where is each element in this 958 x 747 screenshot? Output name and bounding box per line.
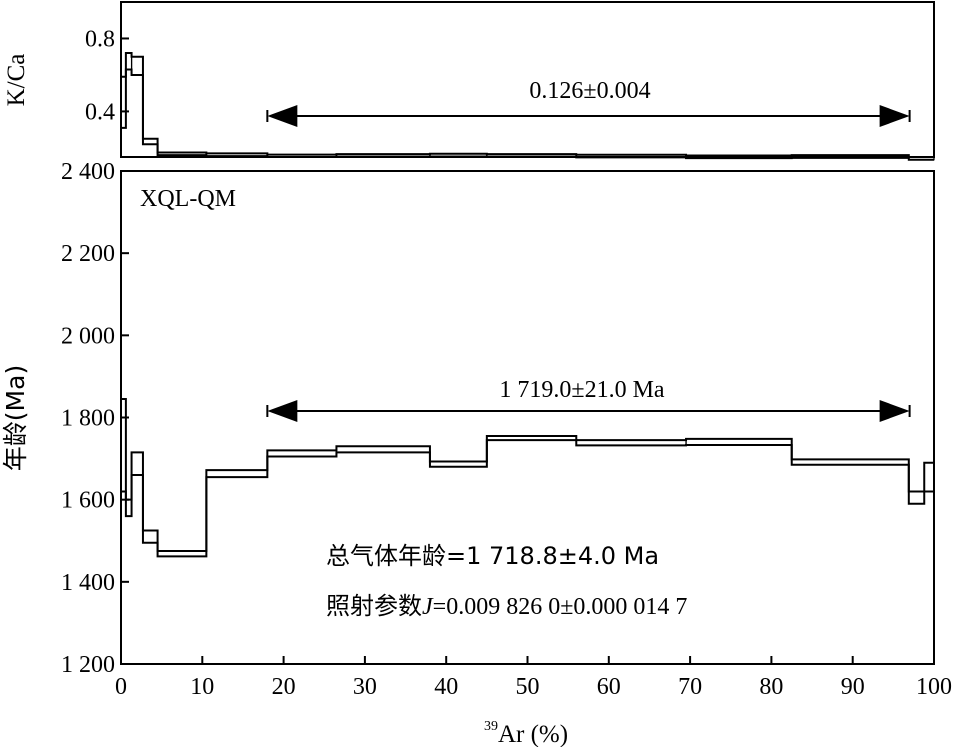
age-step-3 — [132, 452, 143, 475]
kca-step-9 — [430, 154, 487, 157]
kca-arrow-head-left — [267, 105, 297, 127]
kca-y-tick-label: 0.8 — [85, 26, 115, 52]
age-step-14 — [909, 491, 924, 503]
age-y-tick-label: 2 200 — [61, 241, 115, 267]
j-parameter-label: 照射参数J=0.009 826 0±0.000 014 7 — [326, 592, 687, 620]
kca-step-14 — [909, 157, 934, 160]
age-panel: 1 200 1 400 1 600 1 800 2 000 2 200 2 400 0 10 2… — [1, 159, 952, 747]
age-x-tick-label: 100 — [916, 674, 952, 700]
kca-frame — [121, 2, 934, 157]
age-plateau-label: 1 719.0±21.0 Ma — [499, 377, 665, 403]
kca-panel: 0.4 0.8 0.126±0.004 K/Ca — [3, 2, 934, 160]
age-step-outline-lo — [121, 440, 934, 556]
kca-plateau-label: 0.126±0.004 — [529, 78, 650, 104]
kca-y-tick-label: 0.4 — [85, 99, 115, 125]
kca-plateau-arrow — [267, 105, 909, 127]
total-gas-age-label: 总气体年龄=1 718.8±4.0 Ma — [326, 542, 659, 570]
age-x-tick-label: 50 — [516, 674, 540, 700]
kca-step-outline-hi — [121, 53, 934, 157]
kca-step-10 — [487, 154, 576, 157]
age-arrow-head-left — [267, 400, 297, 422]
age-y-tick-label: 1 400 — [61, 570, 115, 596]
kca-steps — [121, 53, 934, 160]
age-arrow-head-right — [880, 400, 910, 422]
age-x-tick-label: 80 — [759, 674, 783, 700]
age-x-tick-label: 30 — [353, 674, 377, 700]
age-x-tick-label: 0 — [115, 674, 127, 700]
age-x-ticks: 0 10 20 30 40 50 60 70 80 90 100 — [115, 656, 952, 700]
age-x-tick-label: 90 — [841, 674, 865, 700]
kca-step-6 — [206, 153, 267, 156]
kca-step-8 — [336, 154, 429, 157]
kca-step-7 — [267, 155, 336, 157]
age-y-tick-label: 1 200 — [61, 652, 115, 678]
age-y-tick-label: 2 000 — [61, 323, 115, 349]
kca-arrow-head-right — [880, 105, 910, 127]
age-step-4 — [143, 530, 158, 542]
age-step-15 — [924, 463, 934, 492]
age-y-tick-label: 2 400 — [61, 159, 115, 185]
kca-step-3 — [132, 57, 143, 75]
kca-step-outline-lo — [121, 69, 934, 159]
age-plateau-arrow — [267, 400, 909, 422]
age-x-tick-label: 60 — [597, 674, 621, 700]
kca-step-5 — [158, 152, 207, 155]
age-frame — [121, 171, 934, 664]
age-y-tick-label: 1 600 — [61, 488, 115, 514]
age-steps — [121, 399, 934, 556]
age-x-tick-label: 70 — [678, 674, 702, 700]
age-step-6 — [206, 470, 267, 477]
age-y-tick-label: 1 800 — [61, 406, 115, 432]
age-x-tick-label: 10 — [190, 674, 214, 700]
kca-y-axis-title: K/Ca — [3, 54, 30, 107]
age-step-outline-hi — [121, 399, 934, 551]
x-axis-title: 39Ar (%) — [484, 719, 568, 747]
age-y-axis-title: 年龄(Ma) — [1, 365, 30, 471]
age-y-ticks: 1 200 1 400 1 600 1 800 2 000 2 200 2 400 — [61, 159, 129, 678]
sample-label: XQL-QM — [140, 186, 236, 212]
age-x-tick-label: 40 — [434, 674, 458, 700]
age-x-tick-label: 20 — [272, 674, 296, 700]
